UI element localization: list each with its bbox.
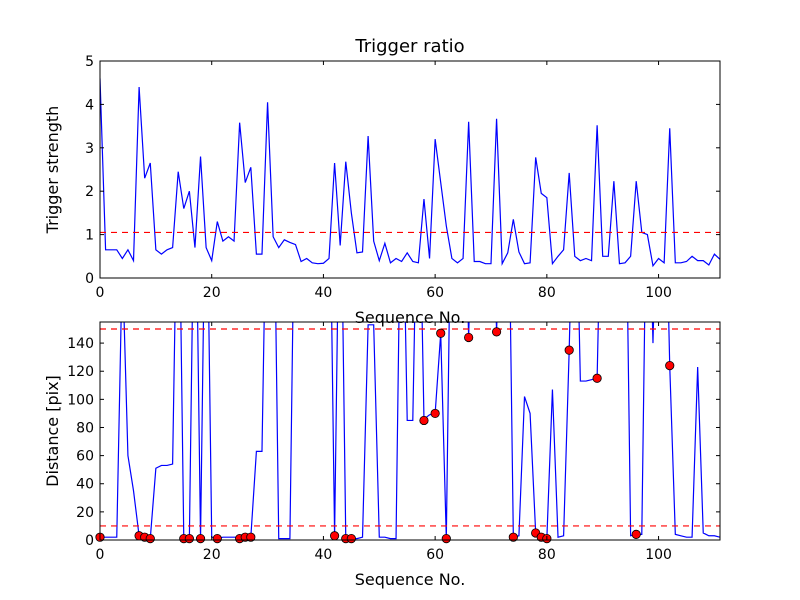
data-point-marker <box>665 360 675 371</box>
y-tick-label: 4 <box>85 97 94 113</box>
plot-frame <box>99 321 721 541</box>
y-axis-label: Trigger strength <box>43 106 62 235</box>
series-layer <box>100 78 720 268</box>
ticks-layer: 0 20 40 60 80 100 0 1 2 3 4 5 <box>85 54 720 301</box>
x-tick-label: 20 <box>203 285 221 301</box>
data-point-marker <box>184 533 194 544</box>
x-tick-label: 100 <box>645 547 672 563</box>
ticks-layer: 0 20 40 60 80 100 0 20 40 60 80 100 120 140 <box>67 322 720 563</box>
y-tick-label: 60 <box>76 449 94 465</box>
data-point-marker <box>212 533 222 544</box>
y-tick-label: 100 <box>67 392 94 408</box>
x-tick-label: 80 <box>538 547 556 563</box>
data-point-marker <box>419 415 429 426</box>
data-point-marker <box>436 328 446 338</box>
data-point-marker <box>246 532 256 542</box>
x-tick-label: 0 <box>96 285 105 301</box>
data-point-marker <box>430 408 440 419</box>
data-point-marker <box>564 345 574 355</box>
data-point-marker <box>145 533 155 544</box>
x-tick-label: 80 <box>538 285 556 301</box>
data-point-marker <box>464 332 474 343</box>
x-tick-label: 0 <box>96 547 105 563</box>
data-point-marker <box>508 532 518 542</box>
data-point-marker <box>592 373 602 383</box>
data-point-marker <box>329 531 340 541</box>
distance-chart: 0 20 40 60 80 100 0 20 40 60 80 100 120 140 Sequence … <box>43 321 721 589</box>
chart-title: Trigger ratio <box>354 36 464 57</box>
x-tick-label: 60 <box>426 547 444 563</box>
series-layer <box>100 322 720 540</box>
y-tick-label: 1 <box>85 228 94 244</box>
y-tick-label: 0 <box>85 533 94 549</box>
y-tick-label: 40 <box>76 477 94 493</box>
y-axis-label: Distance [pix] <box>43 375 62 487</box>
y-tick-label: 80 <box>76 420 94 436</box>
y-tick-label: 2 <box>85 184 94 200</box>
x-tick-label: 40 <box>315 547 333 563</box>
data-point-marker <box>441 533 451 544</box>
x-tick-label: 100 <box>645 285 672 301</box>
plot-frame <box>99 60 721 279</box>
data-point-marker <box>631 529 641 539</box>
y-tick-label: 140 <box>67 336 94 352</box>
threshold-layer <box>100 328 720 527</box>
y-tick-label: 0 <box>85 271 94 287</box>
y-tick-label: 3 <box>85 141 94 157</box>
x-tick-label: 20 <box>203 547 221 563</box>
data-point-marker <box>346 533 356 544</box>
x-tick-label: 60 <box>426 285 444 301</box>
x-tick-label: 40 <box>315 285 333 301</box>
y-tick-label: 20 <box>76 505 94 521</box>
x-axis-label: Sequence No. <box>355 570 466 589</box>
y-tick-label: 5 <box>85 54 94 70</box>
data-point-marker <box>195 533 206 544</box>
series-line <box>100 78 720 268</box>
data-point-marker <box>491 327 502 337</box>
y-tick-label: 120 <box>67 364 94 380</box>
series-line <box>100 322 720 540</box>
